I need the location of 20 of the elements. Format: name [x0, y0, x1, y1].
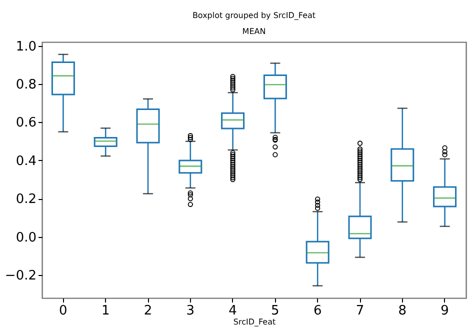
- y-tick-label: 1.0: [16, 39, 36, 54]
- y-tick-label: 0.8: [16, 78, 36, 93]
- x-axis-title: SrcID_Feat: [233, 318, 276, 326]
- x-tick-label: 9: [440, 304, 449, 318]
- x-tick-label: 7: [356, 304, 364, 318]
- x-tick-label: 0: [59, 304, 68, 318]
- x-tick-label: 1: [101, 304, 110, 318]
- x-tick-label: 2: [144, 304, 152, 318]
- x-tick-label: 5: [271, 304, 280, 318]
- chart-subtitle: MEAN: [242, 26, 266, 36]
- y-tick-label: 0.6: [16, 116, 36, 131]
- x-tick-label: 6: [313, 304, 322, 318]
- y-tick-label: 0.0: [16, 230, 36, 246]
- chart-title: Boxplot grouped by SrcID_Feat: [192, 10, 316, 20]
- x-tick-label: 3: [186, 304, 195, 318]
- y-tick-label: 0.2: [16, 192, 36, 208]
- y-tick-label: −0.2: [4, 268, 36, 284]
- x-tick-label: 4: [228, 304, 237, 318]
- y-tick-label: 0.4: [16, 154, 36, 169]
- x-tick-label: 8: [398, 304, 407, 318]
